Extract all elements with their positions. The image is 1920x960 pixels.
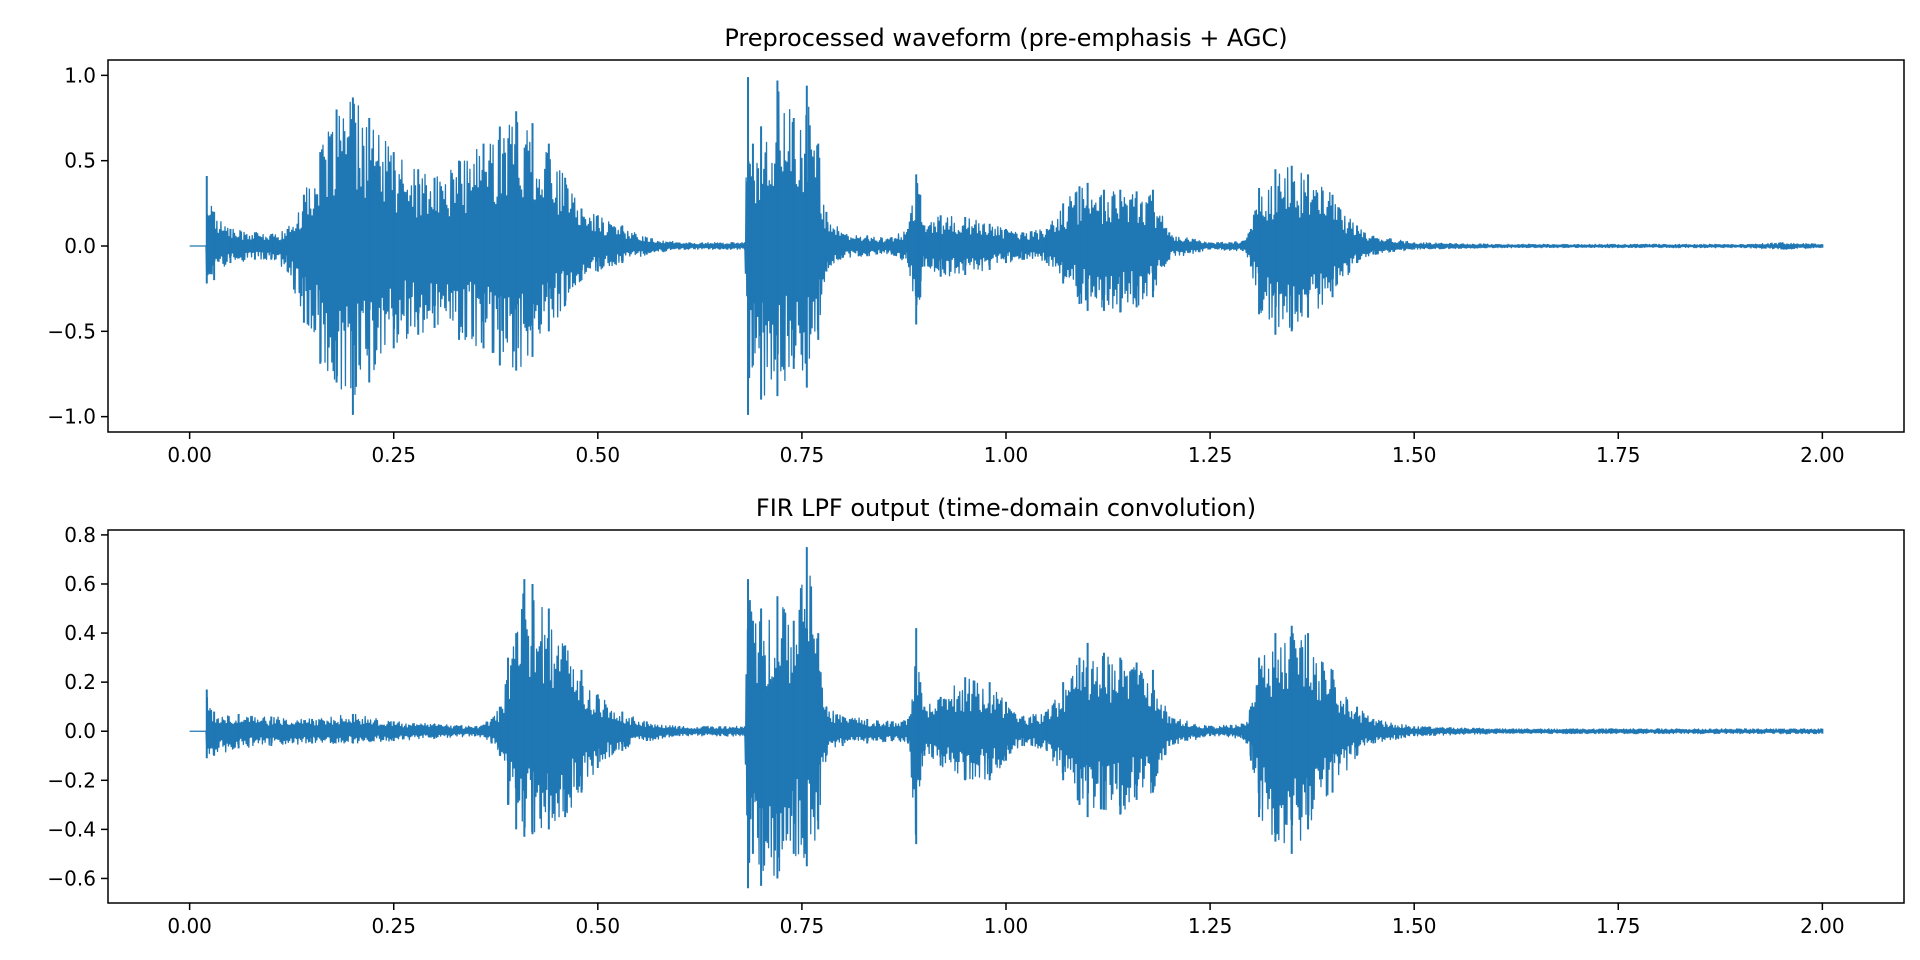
y-tick-label: 0.0: [64, 719, 96, 743]
y-tick-label: 0.8: [64, 523, 96, 547]
x-tick-label: 1.00: [984, 443, 1029, 467]
x-tick-label: 1.50: [1392, 443, 1437, 467]
x-tick-label: 0.75: [780, 914, 825, 938]
x-tick-label: 0.50: [576, 443, 621, 467]
y-tick-label: −0.4: [47, 817, 96, 841]
y-tick-label: −1.0: [47, 405, 96, 429]
fir-output-panel: FIR LPF output (time-domain convolution)…: [47, 494, 1905, 938]
x-tick-label: 0.50: [576, 914, 621, 938]
y-tick-label: 0.4: [64, 621, 96, 645]
x-tick-label: 0.00: [167, 443, 212, 467]
x-tick-label: 1.00: [984, 914, 1029, 938]
x-tick-label: 0.75: [780, 443, 825, 467]
y-tick-label: 0.6: [64, 572, 96, 596]
x-tick-label: 1.25: [1188, 443, 1233, 467]
x-tick-label: 2.00: [1800, 443, 1845, 467]
y-tick-label: −0.5: [47, 319, 96, 343]
x-tick-label: 1.25: [1188, 914, 1233, 938]
y-tick-label: 0.5: [64, 149, 96, 173]
x-tick-label: 1.75: [1596, 443, 1641, 467]
chart-title: Preprocessed waveform (pre-emphasis + AG…: [724, 24, 1287, 52]
x-tick-label: 2.00: [1800, 914, 1845, 938]
chart-title: FIR LPF output (time-domain convolution): [756, 494, 1256, 522]
waveform-panel: Preprocessed waveform (pre-emphasis + AG…: [47, 24, 1905, 467]
y-tick-label: 0.0: [64, 234, 96, 258]
x-tick-label: 1.75: [1596, 914, 1641, 938]
x-tick-label: 0.25: [371, 443, 416, 467]
y-tick-label: −0.6: [47, 866, 96, 890]
x-tick-label: 0.25: [371, 914, 416, 938]
x-tick-label: 0.00: [167, 914, 212, 938]
y-tick-label: 1.0: [64, 63, 96, 87]
y-tick-label: −0.2: [47, 768, 96, 792]
x-tick-label: 1.50: [1392, 914, 1437, 938]
y-tick-label: 0.2: [64, 670, 96, 694]
